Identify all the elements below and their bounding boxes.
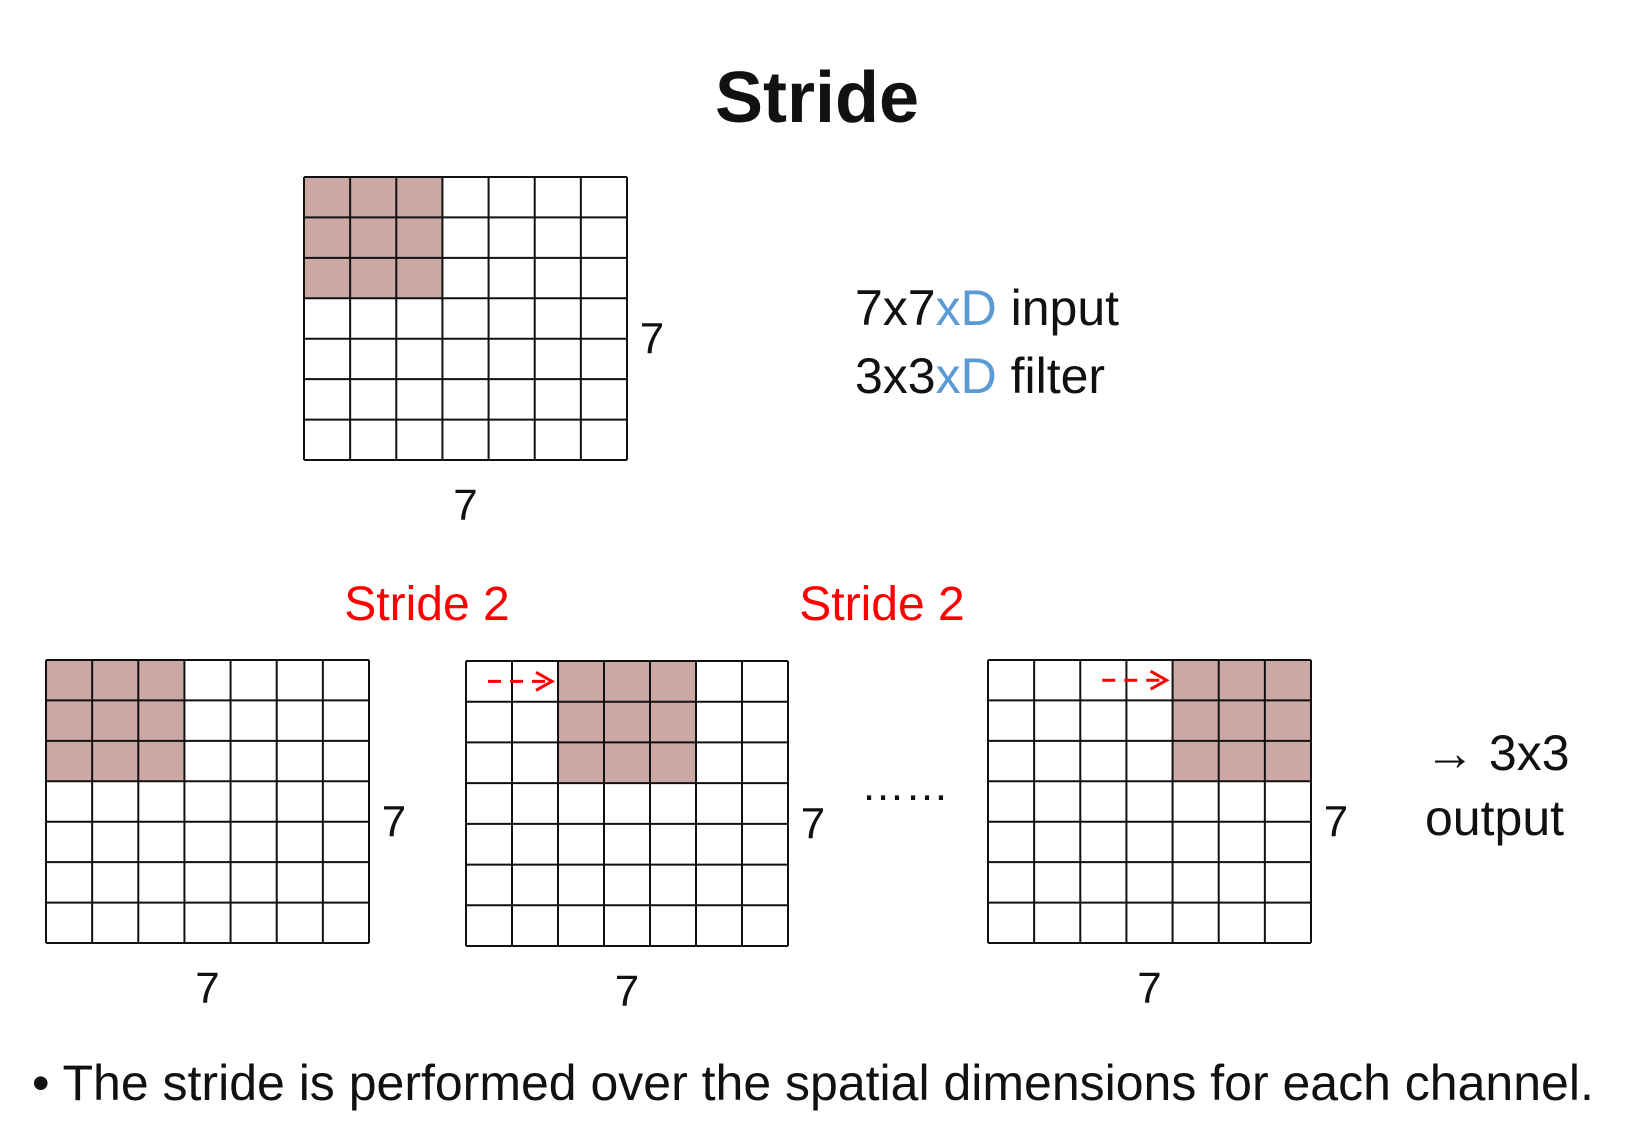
grid-width-label: 7 xyxy=(615,967,639,1016)
step-2-grid: 77 xyxy=(465,660,825,1016)
filter-dimension-label: 3x3xD filter xyxy=(855,348,1105,404)
grid-height-label: 7 xyxy=(1324,798,1348,847)
slide-title: Stride xyxy=(715,58,919,138)
input-depth-accent: xD xyxy=(936,280,997,336)
grid-width-label: 7 xyxy=(453,481,477,530)
grid-width-label: 7 xyxy=(1137,964,1161,1013)
ellipsis-dots: …… xyxy=(861,761,949,810)
stride-label-2: Stride 2 xyxy=(799,578,964,631)
input-dims-prefix: 7x7 xyxy=(855,280,936,336)
stride-arrow-head xyxy=(535,671,556,692)
grid-height-label: 7 xyxy=(801,800,825,849)
filter-dims-prefix: 3x3 xyxy=(855,348,936,404)
output-label-line2: output xyxy=(1425,790,1564,846)
filter-window xyxy=(304,177,443,299)
filter-word: filter xyxy=(997,348,1105,404)
filter-window xyxy=(46,660,185,782)
stride-label-1: Stride 2 xyxy=(344,578,509,631)
filter-window xyxy=(558,661,696,784)
input-word: input xyxy=(997,280,1119,336)
stride-arrow-head xyxy=(1149,669,1170,691)
grid-width-label: 7 xyxy=(195,964,219,1013)
grid-height-label: 7 xyxy=(382,798,406,847)
top-grid: 77 xyxy=(303,176,664,530)
grid-height-label: 7 xyxy=(640,315,664,364)
filter-depth-accent: xD xyxy=(936,348,997,404)
step-last-grid: 77 xyxy=(987,659,1348,1013)
output-label-line1: → 3x3 xyxy=(1425,725,1570,781)
input-dimension-label: 7x7xD input xyxy=(855,280,1119,336)
filter-window xyxy=(1172,660,1311,782)
bullet-note: • The stride is performed over the spati… xyxy=(32,1055,1594,1111)
step-1-grid: 77 xyxy=(45,659,406,1013)
